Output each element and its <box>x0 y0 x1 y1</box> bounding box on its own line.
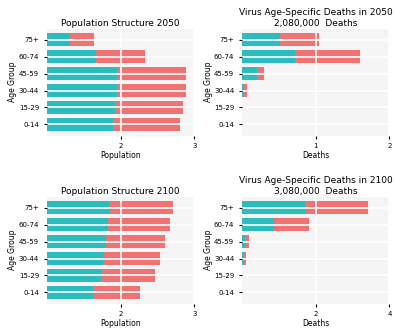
Y-axis label: Age Group: Age Group <box>204 62 212 102</box>
Bar <box>47 101 115 114</box>
Bar <box>274 218 309 231</box>
Bar <box>47 252 103 265</box>
Bar <box>242 252 244 265</box>
Bar <box>244 252 246 265</box>
Bar <box>47 84 116 97</box>
Bar <box>47 50 96 63</box>
Bar <box>47 286 94 299</box>
Bar <box>47 118 113 131</box>
X-axis label: Deaths: Deaths <box>302 319 329 328</box>
Y-axis label: Age Group: Age Group <box>8 62 17 102</box>
Bar <box>108 218 170 231</box>
Bar <box>242 201 305 214</box>
Bar <box>103 252 160 265</box>
Bar <box>116 67 186 80</box>
Bar <box>70 33 94 46</box>
Bar <box>106 235 165 248</box>
X-axis label: Population: Population <box>100 319 141 328</box>
Bar <box>242 235 245 248</box>
Bar <box>280 33 319 46</box>
Bar <box>47 235 106 248</box>
Title: Virus Age-Specific Deaths in 2050
2,080,000  Deaths: Virus Age-Specific Deaths in 2050 2,080,… <box>239 8 392 28</box>
Bar <box>242 67 257 80</box>
Bar <box>244 84 247 97</box>
Bar <box>94 286 140 299</box>
Bar <box>295 50 360 63</box>
Bar <box>242 218 274 231</box>
Title: Population Structure 2050: Population Structure 2050 <box>61 19 180 28</box>
Bar <box>47 201 110 214</box>
Bar <box>113 118 180 131</box>
Bar <box>110 201 173 214</box>
Bar <box>242 33 280 46</box>
Bar <box>115 101 182 114</box>
Bar <box>116 84 186 97</box>
Bar <box>47 269 101 282</box>
Bar <box>242 84 244 97</box>
Bar <box>242 50 295 63</box>
Title: Virus Age-Specific Deaths in 2100
3,080,000  Deaths: Virus Age-Specific Deaths in 2100 3,080,… <box>239 176 392 196</box>
X-axis label: Deaths: Deaths <box>302 151 329 160</box>
Bar <box>47 33 70 46</box>
Y-axis label: Age Group: Age Group <box>204 230 212 270</box>
Title: Population Structure 2100: Population Structure 2100 <box>61 187 180 196</box>
Bar <box>47 218 108 231</box>
Bar <box>245 235 250 248</box>
Bar <box>257 67 264 80</box>
Bar <box>96 50 145 63</box>
Bar <box>101 269 155 282</box>
Bar <box>47 67 116 80</box>
Y-axis label: Age Group: Age Group <box>8 230 17 270</box>
Bar <box>305 201 368 214</box>
X-axis label: Population: Population <box>100 151 141 160</box>
